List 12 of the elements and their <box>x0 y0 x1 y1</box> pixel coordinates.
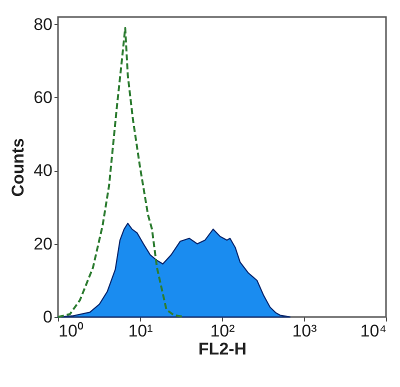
x-tick-label: 10⁰ <box>58 322 84 340</box>
y-tick-label: 0 <box>43 308 52 326</box>
x-tick-label: 10² <box>210 322 236 340</box>
x-tick-label: 10³ <box>292 322 318 340</box>
y-tick-label: 60 <box>34 88 52 107</box>
y-tick-label: 40 <box>34 161 52 180</box>
x-axis-title: FL2-H <box>198 340 247 358</box>
y-tick-label: 80 <box>34 14 52 34</box>
x-tick-label: 10¹ <box>128 322 154 340</box>
y-axis-title: Counts <box>8 138 28 197</box>
y-tick-label: 20 <box>34 234 52 254</box>
x-tick-label: 10⁴ <box>360 322 386 340</box>
